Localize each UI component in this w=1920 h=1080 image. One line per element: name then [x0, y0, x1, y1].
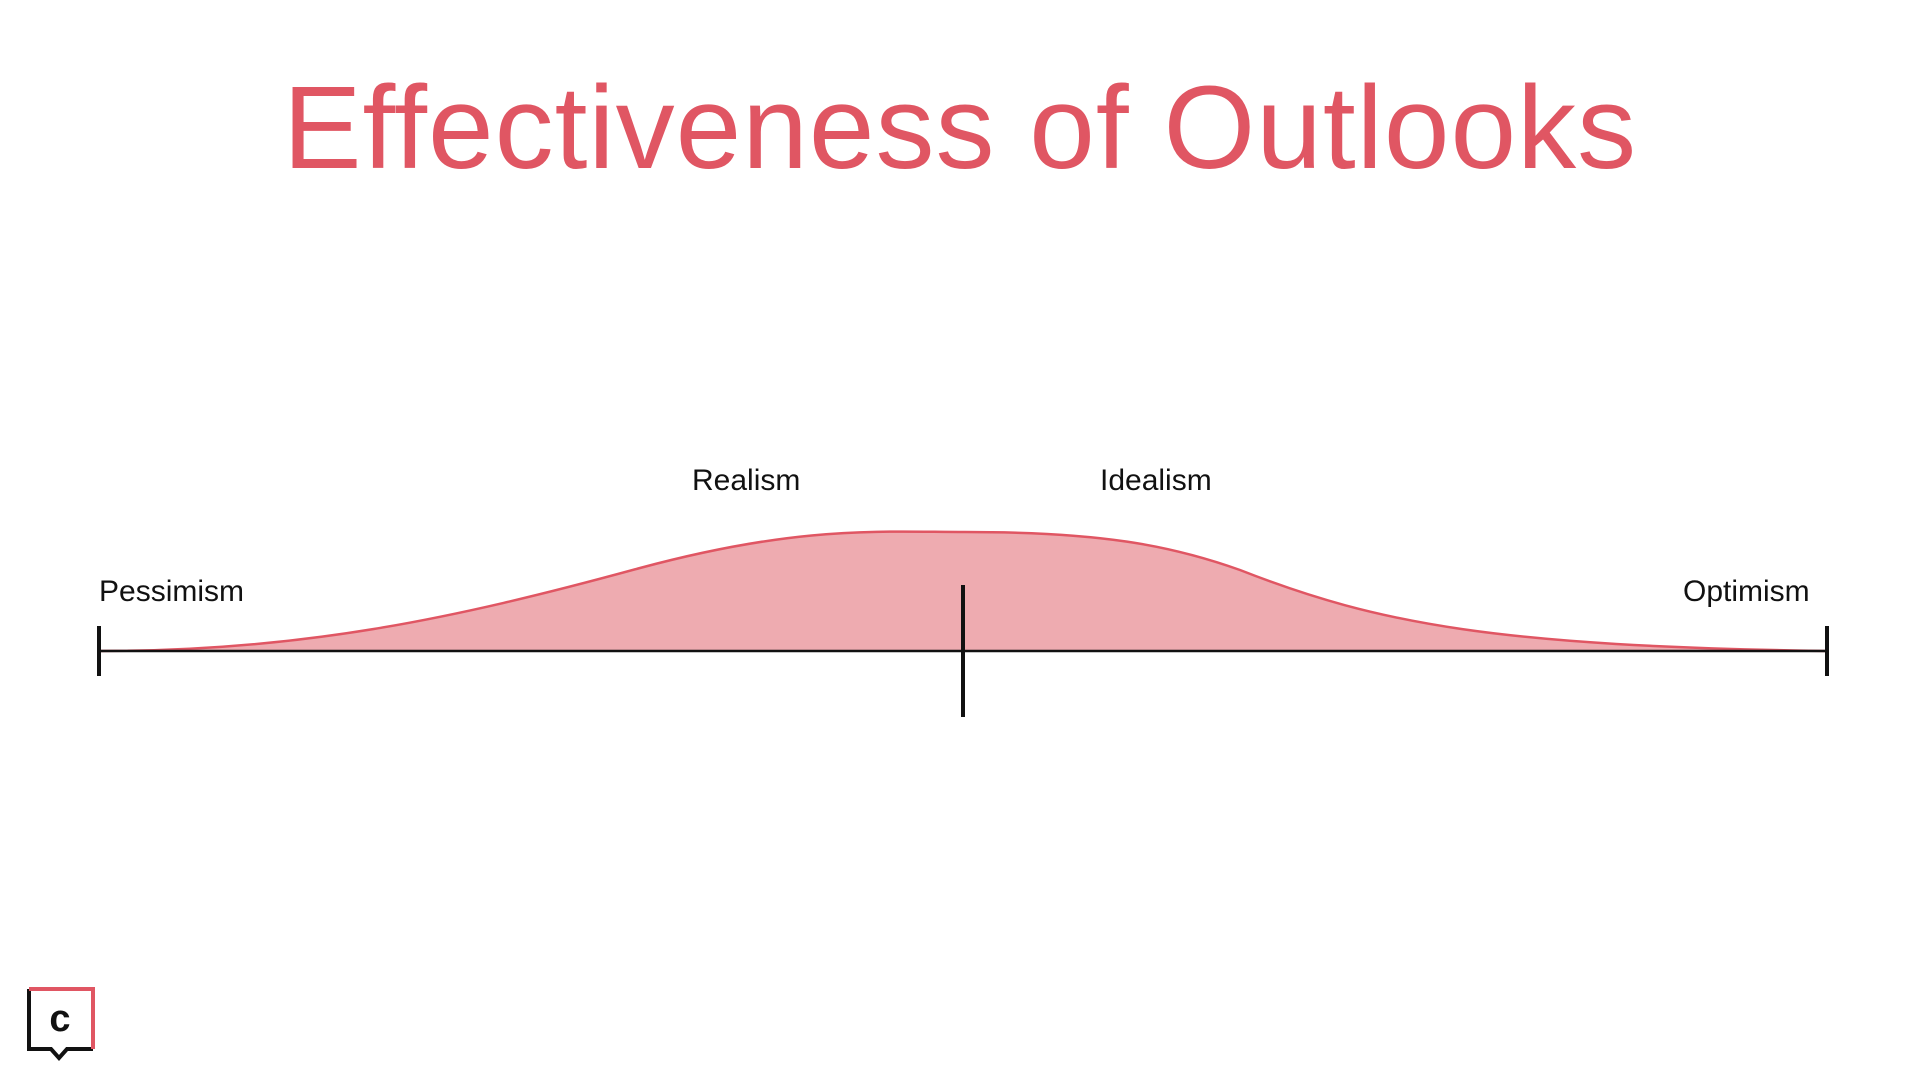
logo-letter: c: [49, 998, 70, 1040]
axis-label-pessimism: Pessimism: [99, 575, 245, 608]
effectiveness-curve-line: [99, 530, 1826, 653]
brand-logo-icon: c: [27, 987, 95, 1062]
peak-label-idealism: Idealism: [1100, 464, 1212, 497]
page-title: Effectiveness of Outlooks: [282, 62, 1638, 194]
axis-label-optimism: Optimism: [1683, 575, 1810, 608]
peak-label-realism: Realism: [692, 464, 801, 497]
